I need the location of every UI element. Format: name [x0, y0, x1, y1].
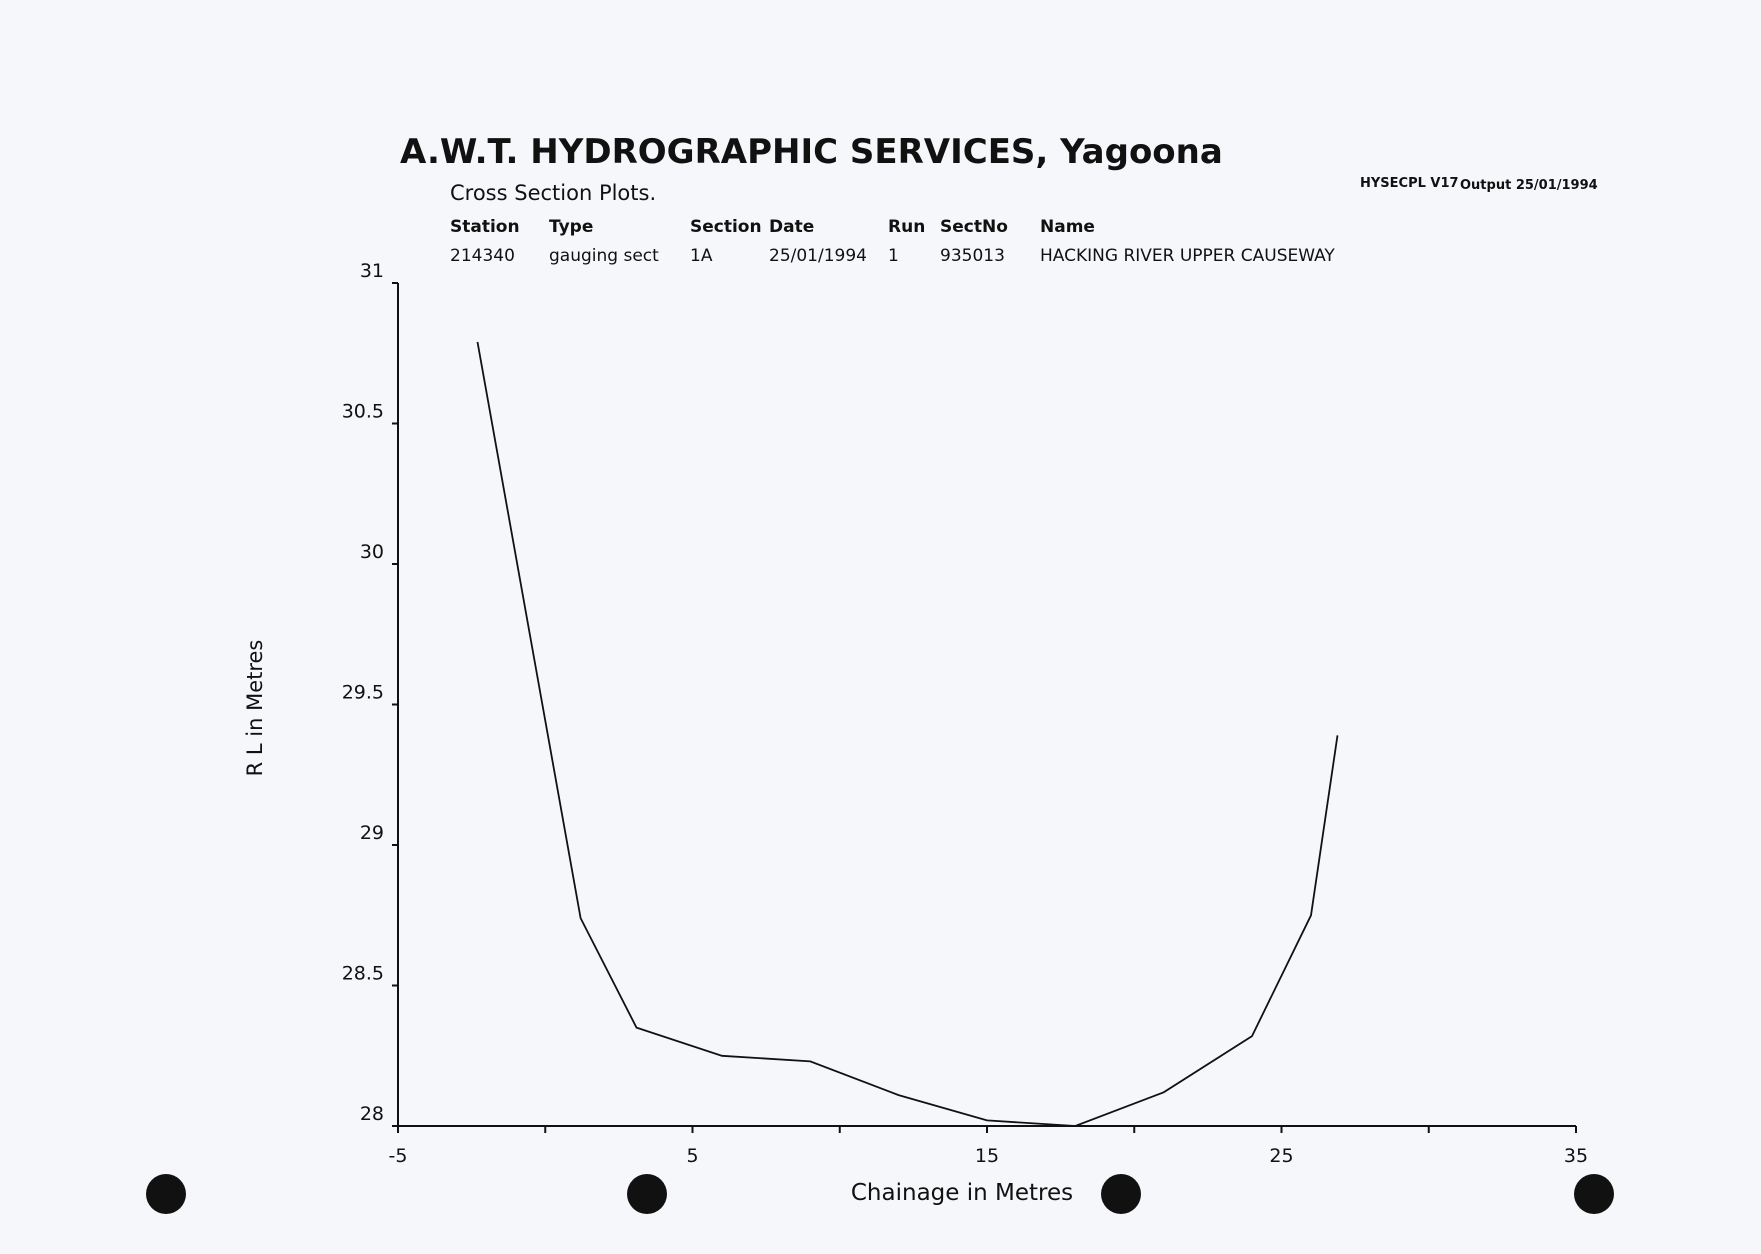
y-tick-label: 29.5: [342, 682, 384, 704]
x-tick-label: 15: [975, 1145, 999, 1167]
info-value: 1A: [690, 246, 713, 266]
info-value: 935013: [940, 246, 1005, 266]
program-label: HYSECPL V17: [1360, 176, 1459, 191]
info-header: Run: [888, 217, 925, 237]
y-tick-label: 29: [360, 822, 384, 844]
output-label: Output 25/01/1994: [1460, 178, 1598, 193]
chart-title: A.W.T. HYDROGRAPHIC SERVICES, Yagoona: [400, 132, 1223, 172]
y-tick-label: 31: [360, 260, 384, 282]
info-value: 25/01/1994: [769, 246, 867, 266]
info-header: Type: [549, 217, 593, 237]
y-tick-label: 28.5: [342, 963, 384, 985]
punch-hole: [146, 1174, 186, 1214]
x-tick-label: 25: [1269, 1145, 1293, 1167]
punch-hole: [627, 1174, 667, 1214]
info-header: SectNo: [940, 217, 1008, 237]
y-axis-label: R L in Metres: [243, 640, 267, 777]
info-value: 214340: [450, 246, 515, 266]
y-tick-label: 28: [360, 1103, 384, 1125]
y-tick-label: 30.5: [342, 401, 384, 423]
x-tick-label: -5: [389, 1145, 408, 1167]
info-value: 1: [888, 246, 899, 266]
x-tick-label: 35: [1564, 1145, 1588, 1167]
info-header: Name: [1040, 217, 1095, 237]
x-axis-label: Chainage in Metres: [851, 1180, 1073, 1206]
punch-hole: [1574, 1174, 1614, 1214]
section-line: [476, 341, 1339, 1127]
info-value: gauging sect: [549, 246, 659, 266]
punch-hole: [1101, 1174, 1141, 1214]
info-header: Date: [769, 217, 814, 237]
x-tick-label: 5: [686, 1145, 698, 1167]
info-header: Station: [450, 217, 520, 237]
info-value: HACKING RIVER UPPER CAUSEWAY: [1040, 246, 1335, 266]
y-tick-label: 30: [360, 541, 384, 563]
info-header: Section: [690, 217, 762, 237]
chart-subtitle: Cross Section Plots.: [450, 181, 656, 205]
